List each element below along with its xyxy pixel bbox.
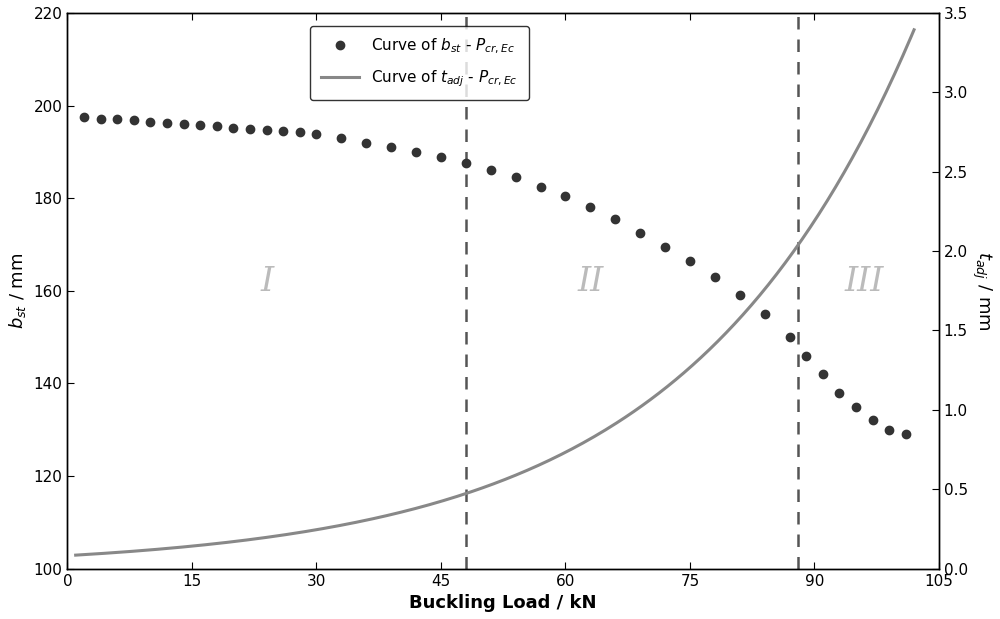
Text: III: III xyxy=(845,266,884,298)
Text: II: II xyxy=(577,266,603,298)
Y-axis label: $t_{adj}$ / mm: $t_{adj}$ / mm xyxy=(970,251,993,331)
Legend: Curve of $b_{st}$ - $P_{cr,Ec}$, Curve of $t_{adj}$ - $P_{cr,Ec}$: Curve of $b_{st}$ - $P_{cr,Ec}$, Curve o… xyxy=(310,26,529,100)
X-axis label: Buckling Load / kN: Buckling Load / kN xyxy=(409,594,597,612)
Text: I: I xyxy=(260,266,273,298)
Y-axis label: $b_{st}$ / mm: $b_{st}$ / mm xyxy=(7,253,28,329)
